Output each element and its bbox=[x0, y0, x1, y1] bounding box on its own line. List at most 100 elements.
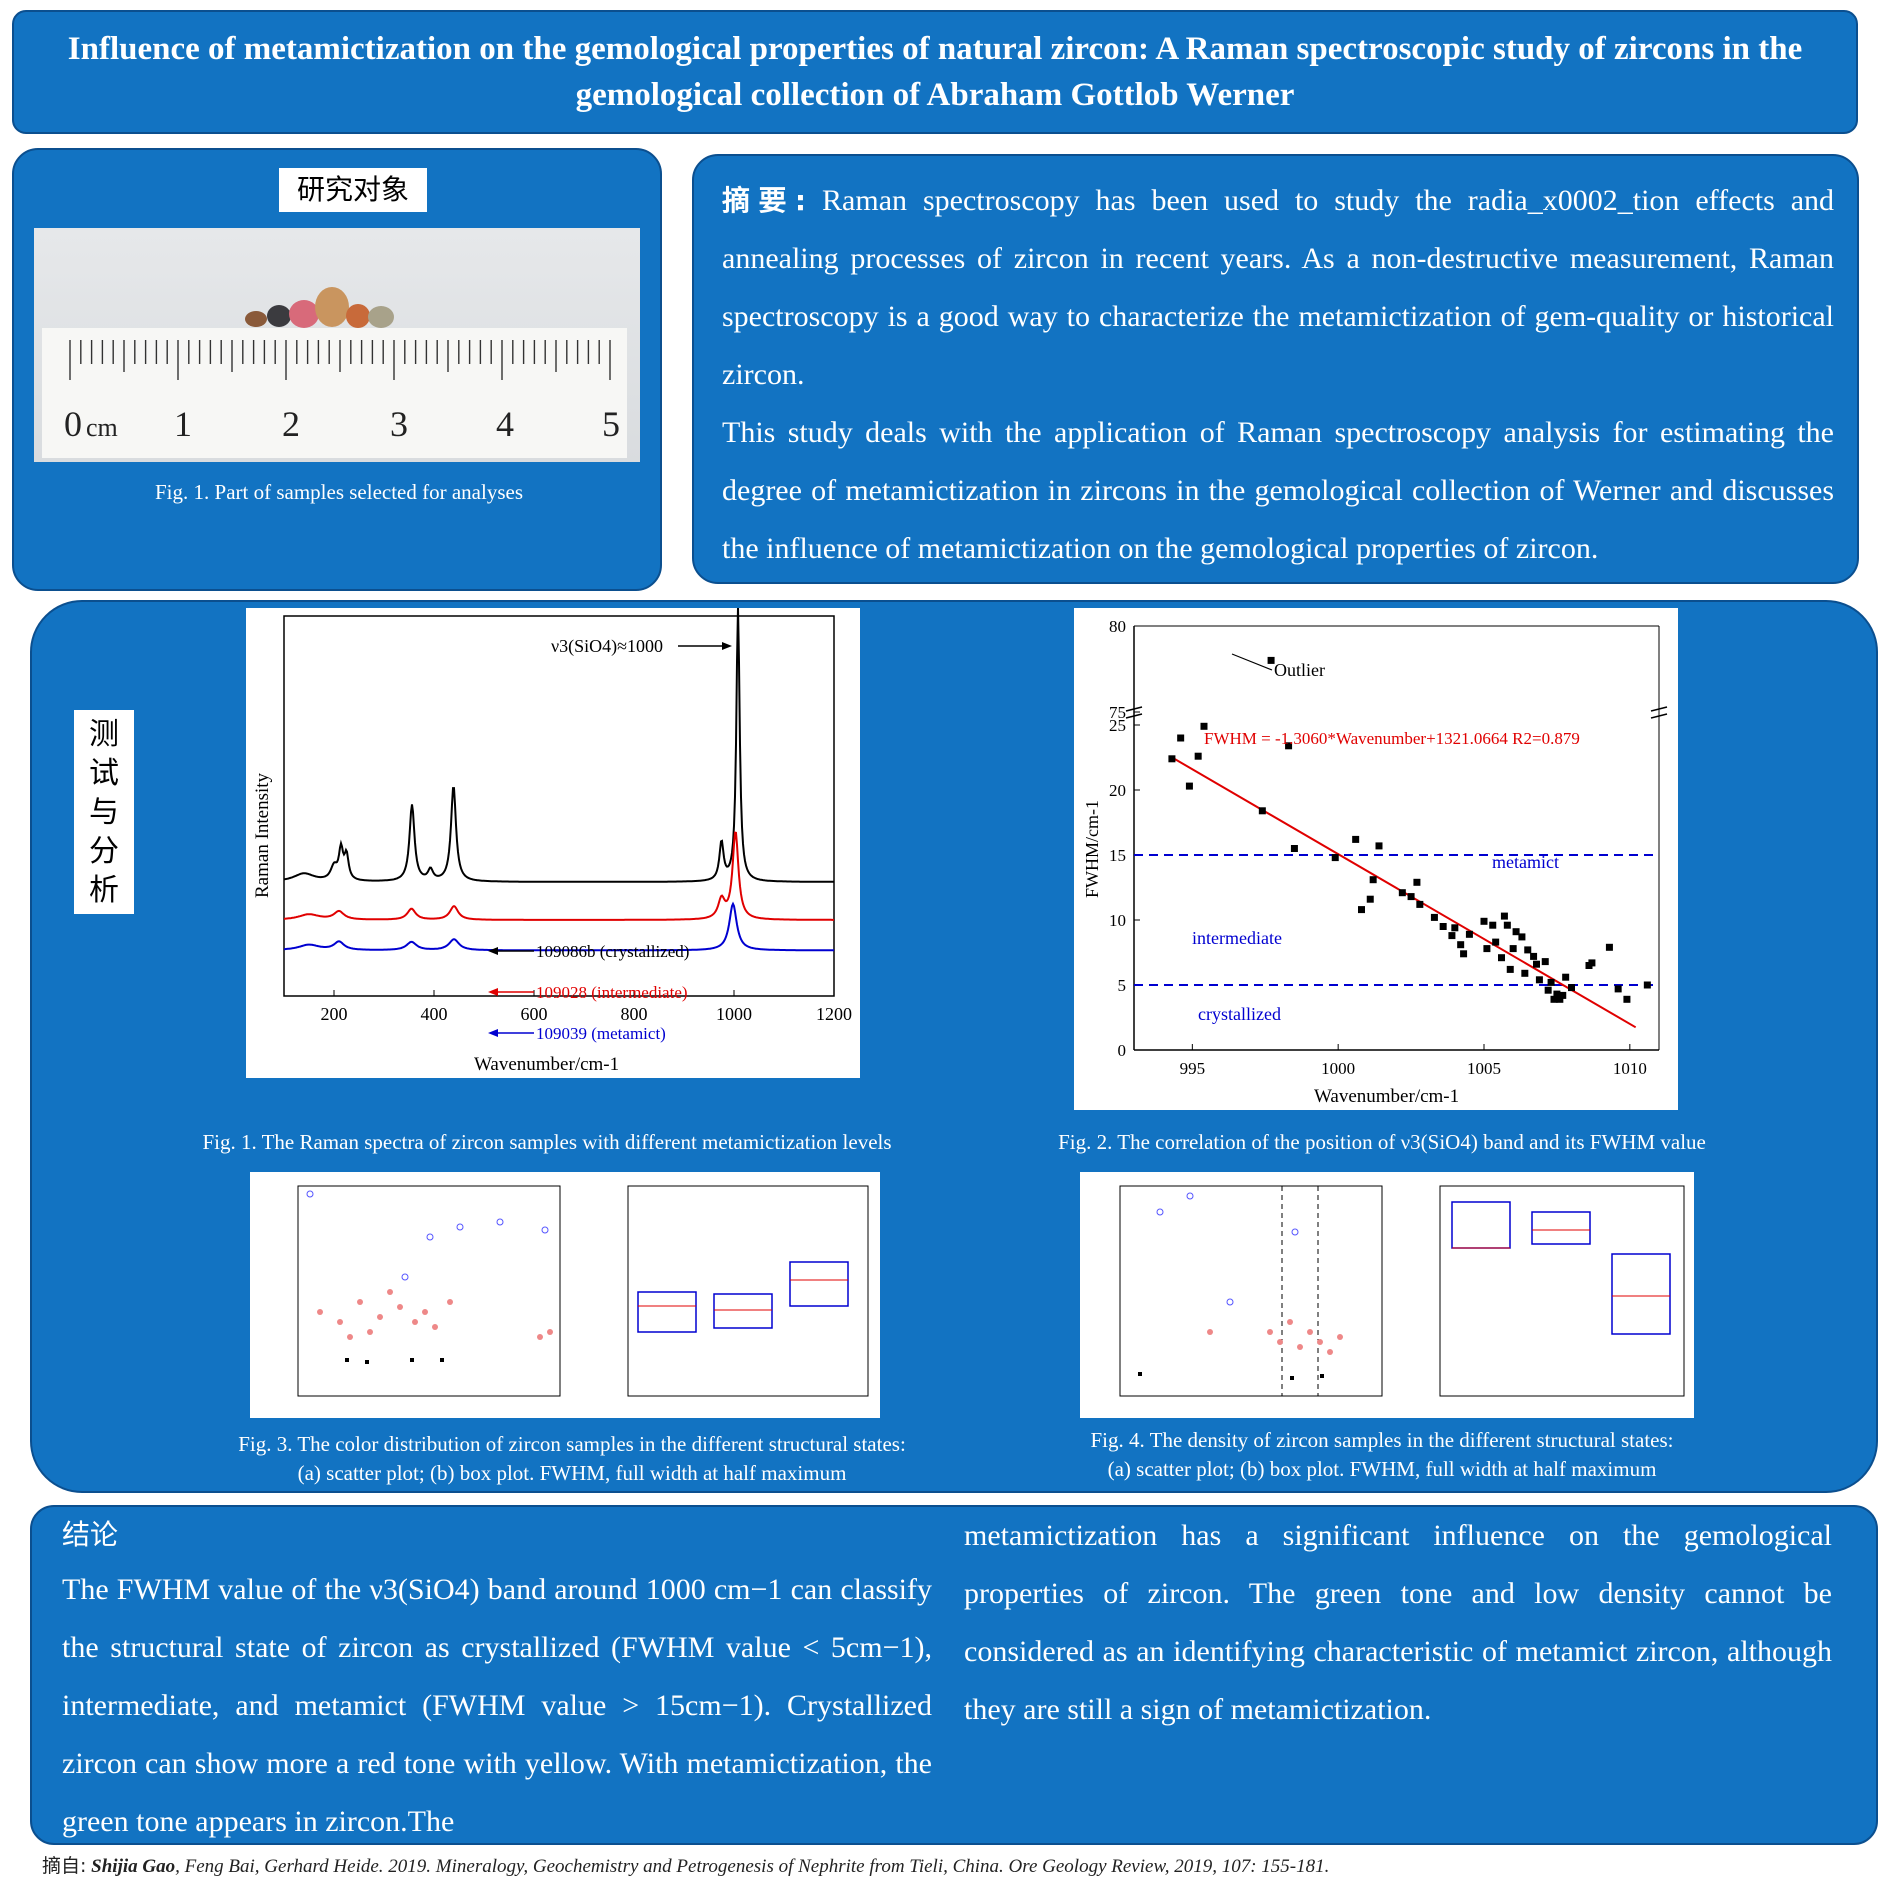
legend-label-metamict: 109039 (metamict) bbox=[536, 1024, 666, 1043]
fig3-caption: Fig. 3. The color distribution of zircon… bbox=[152, 1430, 992, 1488]
legend-label-intermediate: 109028 (intermediate) bbox=[536, 983, 688, 1002]
ruler-label-0: 0 bbox=[64, 404, 82, 444]
fwhm-data-point bbox=[1509, 945, 1517, 953]
spectra-xlabel: Wavenumber/cm-1 bbox=[474, 1054, 619, 1075]
fwhm-data-point bbox=[1506, 965, 1514, 973]
fwhm-data-point bbox=[1413, 878, 1421, 886]
fig4-caption-line-2: (a) scatter plot; (b) box plot. FWHM, fu… bbox=[1107, 1457, 1657, 1481]
fwhm-data-point bbox=[1524, 946, 1532, 954]
fwhm-data-point bbox=[1568, 984, 1575, 992]
fwhm-xtick-label: 995 bbox=[1180, 1059, 1206, 1078]
fig2-caption: Fig. 2. The correlation of the position … bbox=[1058, 1130, 1706, 1154]
fwhm-data-point bbox=[1375, 842, 1383, 850]
samples-heading: 研究对象 bbox=[279, 168, 427, 212]
fwhm-data-point bbox=[1258, 807, 1266, 815]
conclusion-right-text: metamictization has a significant influe… bbox=[964, 1519, 1832, 1726]
fwhm-data-point bbox=[1366, 895, 1374, 903]
ruler-label-5: 5 bbox=[602, 404, 620, 444]
fwhm-data-point bbox=[1614, 985, 1622, 993]
fig4b-boxes bbox=[1451, 1201, 1671, 1335]
fwhm-data-point bbox=[1623, 995, 1631, 1003]
ruler bbox=[42, 328, 627, 458]
fig3b-frame bbox=[627, 1185, 869, 1397]
fwhm-data-point bbox=[1200, 722, 1208, 730]
fwhm-data-point bbox=[1352, 835, 1360, 843]
fwhm-data-point bbox=[1605, 943, 1613, 951]
color-distribution-svg bbox=[297, 1185, 869, 1397]
outlier-label: Outlier bbox=[1274, 660, 1325, 680]
conclusion-panel: 结论 The FWHM value of the ν3(SiO4) band a… bbox=[30, 1505, 1878, 1845]
fwhm-ytick-label: 25 bbox=[1109, 716, 1126, 735]
analysis-heading-char-3: 与 bbox=[89, 794, 119, 830]
analysis-heading-char-4: 分 bbox=[89, 833, 119, 869]
zone-label-metamict: metamict bbox=[1492, 852, 1559, 872]
spectra-xtick-label: 400 bbox=[421, 1004, 448, 1024]
conclusion-heading: 结论 bbox=[62, 1518, 119, 1551]
fwhm-data-point bbox=[1416, 900, 1424, 908]
fwhm-data-point bbox=[1168, 755, 1176, 763]
fwhm-data-point bbox=[1500, 912, 1508, 920]
fwhm-data-point bbox=[1521, 969, 1529, 977]
fwhm-ytick-label: 10 bbox=[1109, 911, 1126, 930]
zone-label-intermediate: intermediate bbox=[1192, 928, 1282, 948]
fwhm-ytick-label: 0 bbox=[1118, 1041, 1127, 1060]
spectrum-line-1 bbox=[283, 831, 834, 921]
fwhm-data-point bbox=[1185, 782, 1193, 790]
fwhm-data-point bbox=[1588, 959, 1596, 967]
poster-title: Influence of metamictization on the gemo… bbox=[67, 31, 1803, 113]
conclusion-left-text: The FWHM value of the ν3(SiO4) band arou… bbox=[62, 1573, 932, 1838]
analysis-heading-char-5: 析 bbox=[89, 872, 119, 908]
fwhm-data-point bbox=[1451, 924, 1459, 932]
fwhm-data-point bbox=[1480, 917, 1488, 925]
spectra-plot-frame bbox=[283, 615, 835, 997]
analysis-heading-char-2: 试 bbox=[89, 755, 119, 791]
fwhm-data-point bbox=[1544, 986, 1552, 994]
fwhm-data-point bbox=[1448, 932, 1456, 940]
ruler-label-3: 3 bbox=[390, 404, 408, 444]
spectra-legend-intermediate: 109028 (intermediate) bbox=[488, 983, 688, 1002]
zone-label-crystallized: crystallized bbox=[1198, 1004, 1281, 1024]
fwhm-data-point bbox=[1177, 734, 1185, 742]
raman-spectra-svg: 200 400 600 800 1000 1200 Raman Intensity Wav… bbox=[252, 607, 852, 1075]
fwhm-data-point bbox=[1498, 954, 1505, 962]
fwhm-data-point bbox=[1430, 913, 1438, 921]
fwhm-data-point bbox=[1541, 958, 1549, 966]
outlier-pointer bbox=[1231, 653, 1273, 671]
samples-caption: Fig. 1. Part of samples selected for ana… bbox=[155, 480, 523, 504]
fig3-caption-line-2: (a) scatter plot; (b) box plot. FWHM, fu… bbox=[297, 1461, 847, 1485]
fig4b-frame bbox=[1439, 1185, 1685, 1397]
fwhm-data-point bbox=[1512, 928, 1520, 936]
samples-photo: 0 cm 1 2 3 4 5 bbox=[34, 228, 640, 462]
fwhm-ylabel: FWHM/cm-1 bbox=[1082, 800, 1102, 898]
density-figure bbox=[1080, 1172, 1694, 1418]
fwhm-data-point bbox=[1439, 923, 1447, 930]
fwhm-data-point bbox=[1492, 938, 1500, 946]
fwhm-equation: FWHM = -1.3060*Wavenumber+1321.0664 R2=0… bbox=[1204, 729, 1580, 748]
spectra-xtick-label: 200 bbox=[321, 1004, 348, 1024]
fwhm-data-point bbox=[1457, 941, 1465, 949]
fig3b-boxes bbox=[637, 1261, 849, 1333]
abstract-paragraph-1: 摘要: Raman spectroscopy has been used to … bbox=[722, 172, 1834, 404]
abstract-panel: 摘要: Raman spectroscopy has been used to … bbox=[692, 154, 1859, 584]
spectra-legend-metamict: 109039 (metamict) bbox=[488, 1024, 666, 1043]
ruler-label-2: 2 bbox=[282, 404, 300, 444]
fwhm-data-point bbox=[1398, 889, 1406, 897]
fwhm-data-point bbox=[1643, 981, 1651, 989]
fwhm-xtick-label: 1005 bbox=[1467, 1059, 1501, 1078]
spectra-xtick-label: 1200 bbox=[816, 1004, 852, 1024]
abstract-heading: 摘要: bbox=[722, 184, 807, 217]
fig4-caption: Fig. 4. The density of zircon samples in… bbox=[992, 1426, 1772, 1484]
reference-rest: , Feng Bai, Gerhard Heide. 2019. Mineral… bbox=[175, 1856, 1330, 1877]
fwhm-ytick-label: 20 bbox=[1109, 781, 1126, 800]
abstract-paragraph-2: This study deals with the application of… bbox=[722, 416, 1834, 565]
density-svg bbox=[1119, 1185, 1685, 1397]
fwhm-data-point bbox=[1483, 945, 1491, 953]
ruler-label-1: 1 bbox=[174, 404, 192, 444]
fig3-caption-line-1: Fig. 3. The color distribution of zircon… bbox=[238, 1432, 906, 1456]
peak-label-arrowhead bbox=[722, 642, 732, 650]
abstract-text-1: Raman spectroscopy has been used to stud… bbox=[722, 184, 1835, 391]
reference-prefix: 摘自: bbox=[42, 1855, 87, 1877]
analysis-panel: 测 试 与 分 析 200 400 600 800 1000 1200 Raman Int… bbox=[30, 600, 1878, 1564]
fwhm-xtick-label: 1010 bbox=[1613, 1059, 1647, 1078]
